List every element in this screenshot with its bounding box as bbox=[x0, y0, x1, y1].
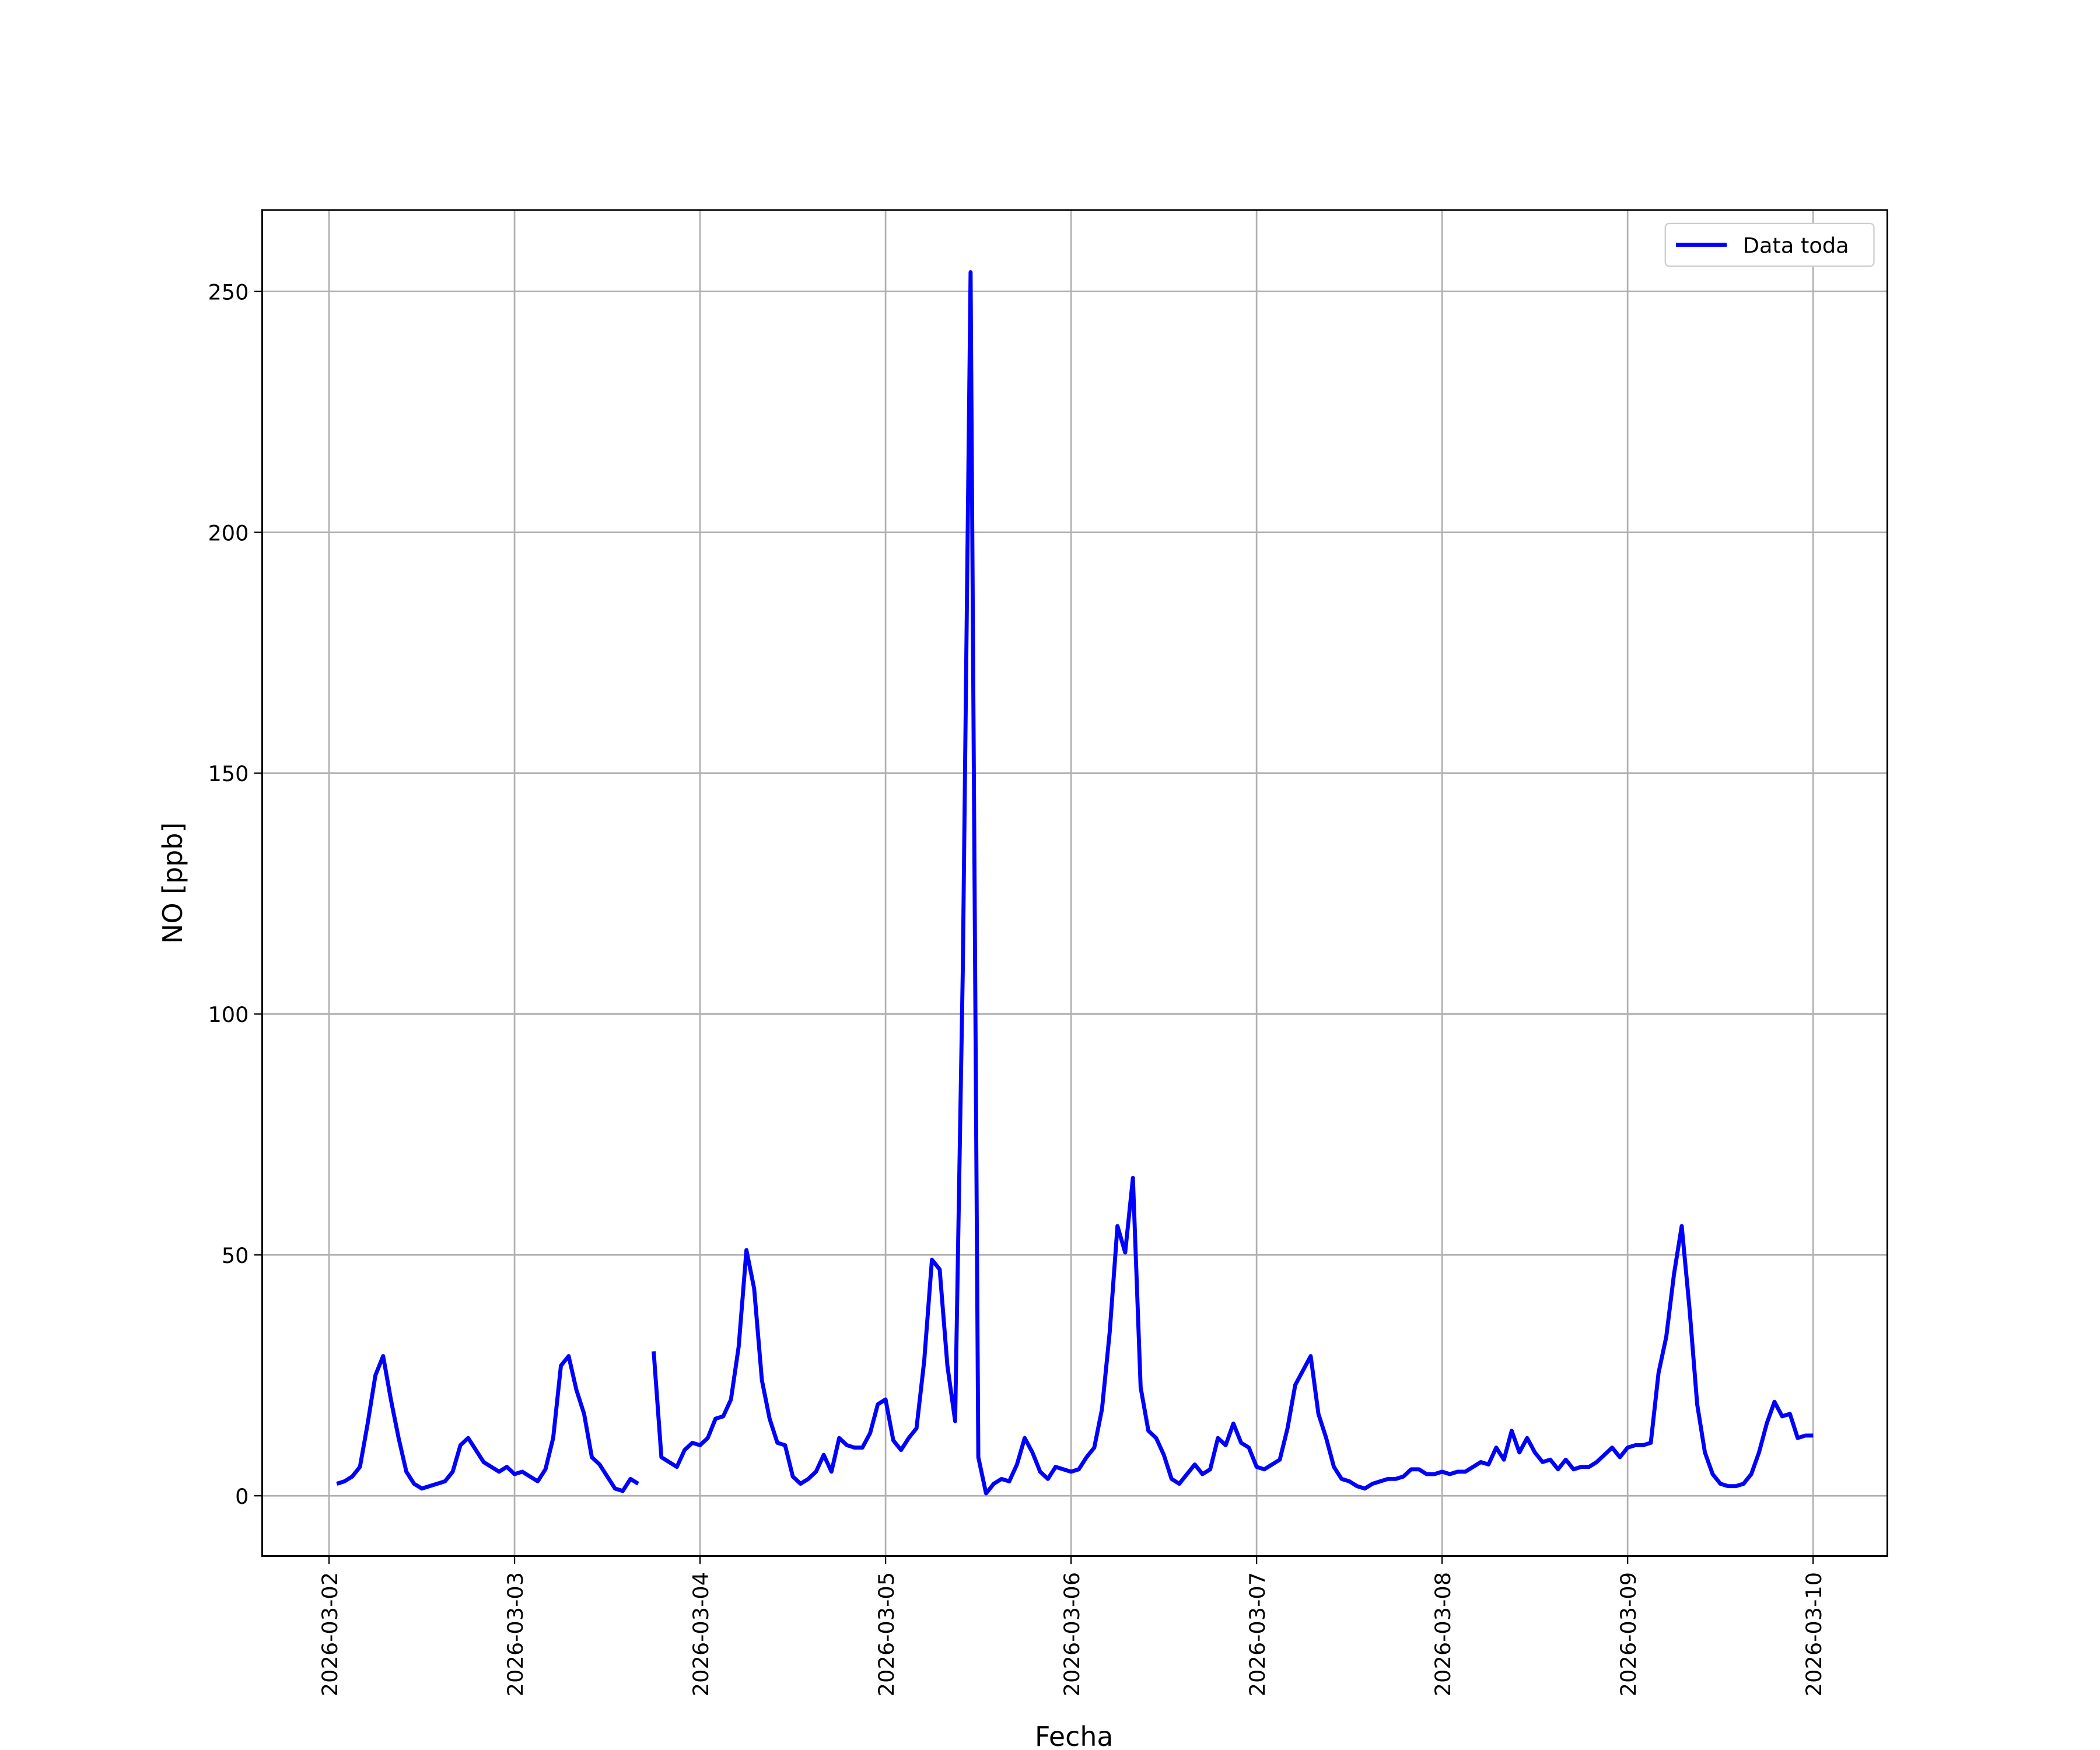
x-axis-label: Fecha bbox=[1035, 1721, 1113, 1750]
y-tick-label: 200 bbox=[208, 520, 249, 545]
x-tick-label: 2026-03-02 bbox=[317, 1572, 342, 1696]
data-line bbox=[336, 270, 1814, 1496]
plot-frame bbox=[261, 209, 1888, 1557]
y-tick-label: 0 bbox=[235, 1484, 249, 1509]
x-tick-label: 2026-03-05 bbox=[874, 1572, 899, 1696]
y-tick-label: 150 bbox=[208, 761, 249, 786]
x-tick-label: 2026-03-06 bbox=[1059, 1572, 1084, 1696]
x-tick-label: 2026-03-04 bbox=[688, 1572, 713, 1696]
x-tick-label: 2026-03-07 bbox=[1245, 1572, 1270, 1696]
legend-box bbox=[1664, 222, 1875, 267]
x-tick-label: 2026-03-03 bbox=[503, 1572, 528, 1696]
legend-label: Data toda bbox=[1743, 233, 1849, 258]
y-tick-label: 100 bbox=[208, 1002, 249, 1027]
y-tick-label: 50 bbox=[222, 1243, 249, 1268]
x-tick-label: 2026-03-09 bbox=[1616, 1572, 1641, 1696]
x-tick-label: 2026-03-08 bbox=[1430, 1572, 1455, 1696]
y-axis-label: NO [ppb] bbox=[157, 822, 188, 944]
y-tick-label: 250 bbox=[208, 279, 249, 304]
x-tick-label: 2026-03-10 bbox=[1801, 1572, 1826, 1696]
